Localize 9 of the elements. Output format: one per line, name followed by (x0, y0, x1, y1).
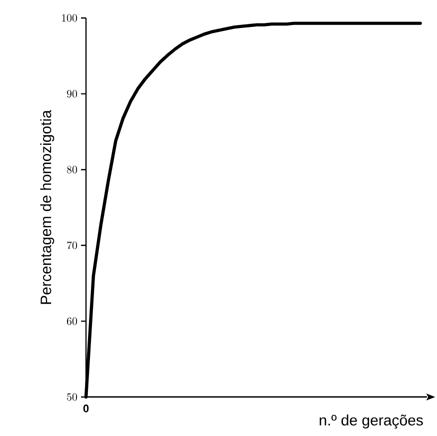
x-axis-title: n.º de gerações (320, 414, 423, 429)
text: 0 (83, 404, 89, 412)
y-tick-label: 80 (66, 166, 78, 174)
y-tick-label: 90 (66, 90, 78, 98)
y-tick-label: 100 (62, 14, 78, 22)
y-tick-label: 60 (66, 317, 78, 325)
y-tick-label: 70 (67, 242, 78, 250)
y-axis-title: Percentagem de homozigotia (40, 110, 54, 304)
y-tick-label: 50 (67, 393, 78, 401)
